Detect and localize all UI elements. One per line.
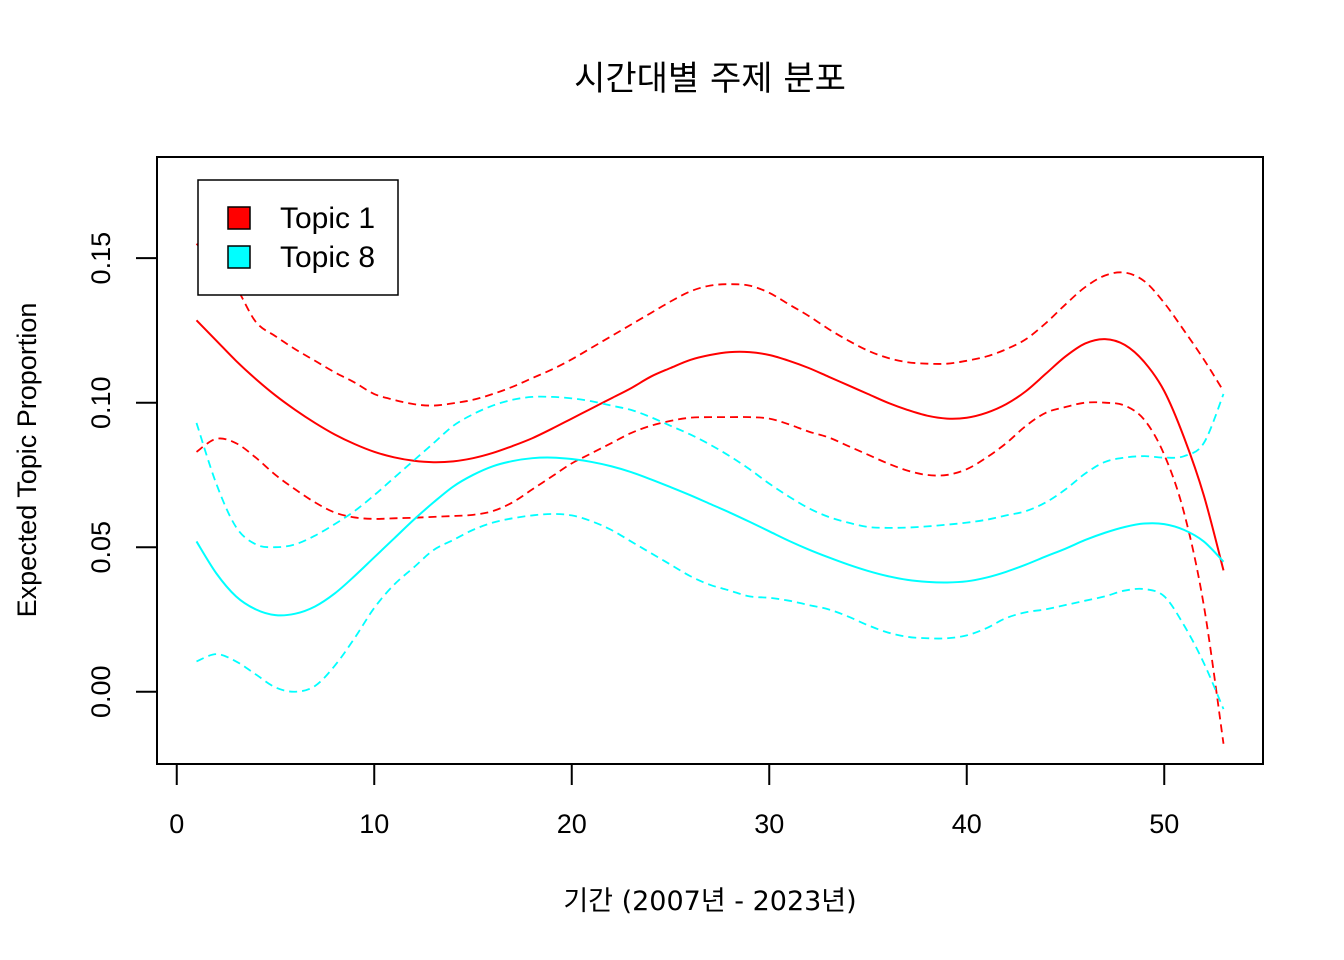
series-1-mean-line [195,319,1225,571]
legend-label: Topic 1 [280,202,375,235]
x-tick-label: 30 [754,809,784,839]
chart-title: 시간대별 주제 분포 [574,59,846,99]
x-axis-label: 기간 (2007년 - 2023년) [563,886,856,917]
y-axis: 0.00 0.05 0.10 0.15 [86,232,158,718]
series-2-mean-line [195,456,1225,617]
x-axis: 0 10 20 30 40 50 [169,763,1179,839]
y-tick-label: 0.15 [86,232,116,285]
x-tick-label: 0 [169,809,184,839]
x-tick-label: 20 [557,809,587,839]
x-tick-label: 50 [1149,809,1179,839]
legend-label: Topic 8 [280,241,375,274]
series-1-lower-bound-line [195,401,1225,744]
legend-swatch [227,206,251,230]
y-axis-label: Expected Topic Proportion [12,303,42,618]
legend-swatch [227,245,251,269]
series-layer [195,243,1225,744]
series-lines [195,243,1225,744]
y-tick-label: 0.00 [86,665,116,718]
y-tick-label: 0.10 [86,376,116,429]
legend: Topic 1 Topic 8 [197,179,399,296]
x-tick-label: 40 [952,809,982,839]
y-tick-label: 0.05 [86,521,116,574]
series-1-upper-bound-line [195,243,1225,407]
series-2-upper-bound-line [195,393,1225,549]
x-tick-label: 10 [359,809,389,839]
series-2-lower-bound-line [196,513,1225,710]
legend-box [197,179,399,296]
